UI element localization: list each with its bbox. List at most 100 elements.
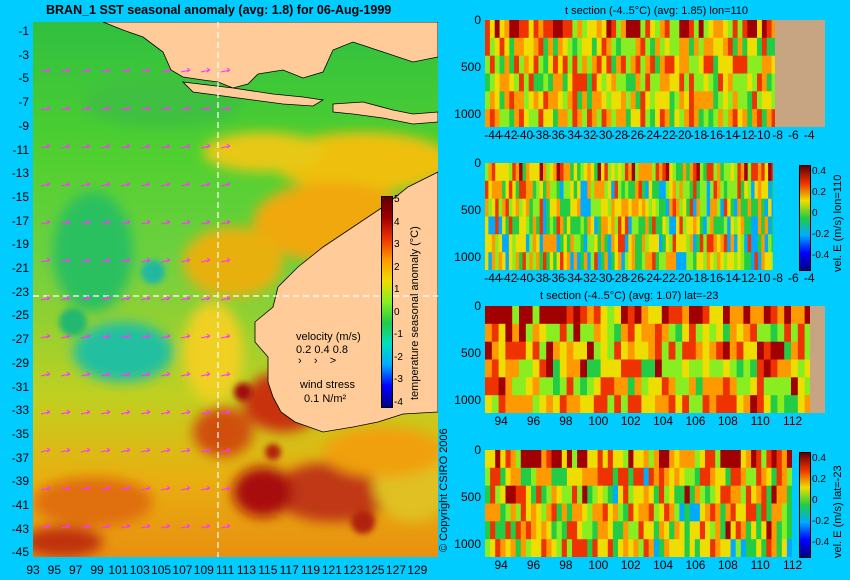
section-x-tick-label: -26 [626, 271, 644, 285]
heatmap-cell [740, 521, 747, 540]
heatmap-cell [607, 306, 615, 325]
section-x-tick-label: -10 [753, 271, 771, 285]
heatmap-cell [546, 485, 552, 504]
vel-colorbar-label-2: vel. E (m/s) lat=-23 [832, 465, 844, 558]
velocity-arrows [40, 67, 231, 529]
heatmap-cell [532, 341, 540, 360]
heatmap-cell [541, 485, 547, 504]
heatmap-cell [679, 539, 685, 557]
heatmap-cell [708, 20, 714, 39]
heatmap-cell [488, 180, 493, 200]
heatmap-cell [682, 306, 690, 325]
heatmap-cell [583, 198, 588, 217]
heatmap-cell [648, 252, 653, 270]
heatmap-cell [750, 341, 758, 360]
heatmap-cell [557, 91, 564, 110]
heatmap-cell [710, 216, 714, 235]
heatmap-cell [648, 163, 653, 182]
lon-tick-label: 95 [47, 563, 62, 577]
heatmap-cell [602, 485, 609, 504]
heatmap-cell [705, 503, 711, 522]
heatmap-cell [607, 163, 612, 182]
heatmap-cell [551, 450, 558, 469]
heatmap-cell [563, 198, 568, 217]
lon-tick-label: 99 [90, 563, 104, 577]
heatmap-cell [791, 359, 799, 378]
wind-arrow [40, 105, 51, 111]
heatmap-cell [512, 234, 517, 253]
wind-arrow [120, 181, 131, 187]
heatmap-cell [703, 37, 709, 57]
heatmap-cell [611, 37, 617, 57]
heatmap-cell [631, 216, 636, 235]
heatmap-cell [635, 234, 639, 253]
heatmap-cell [718, 37, 724, 57]
heatmap-cell [551, 503, 558, 522]
heatmap-cell [713, 109, 719, 127]
heatmap-cell [664, 503, 670, 522]
lon-tick-label: 101 [108, 563, 129, 577]
heatmap-cell [679, 234, 684, 253]
heatmap-cell [559, 341, 568, 360]
wind-arrow [180, 295, 191, 301]
heatmap-cell [621, 341, 629, 360]
heatmap-cell [771, 109, 777, 127]
heatmap-cell [645, 252, 650, 270]
heatmap-cell [705, 539, 711, 557]
heatmap-cell [583, 180, 588, 200]
heatmap-cell [520, 450, 527, 469]
heatmap-cell [679, 37, 685, 57]
heatmap-cell [583, 234, 588, 253]
heatmap-cell [693, 234, 697, 253]
section-x-tick-label: -42 [500, 271, 518, 285]
heatmap-cell [645, 55, 651, 74]
heatmap-cell [553, 377, 561, 396]
heatmap-cell [713, 91, 719, 110]
heatmap-cell [600, 306, 608, 325]
heatmap-cell [674, 539, 680, 557]
sst-colorbar-label: temperature seasonal anomaly (°C) [409, 226, 421, 400]
heatmap-cell [720, 450, 726, 469]
heatmap-cell [757, 163, 762, 182]
heatmap-cell [757, 109, 763, 127]
heatmap-cell [638, 467, 645, 487]
heatmap-cell [645, 109, 651, 127]
heatmap-cell [600, 377, 608, 396]
heatmap-cell [723, 234, 728, 253]
heatmap-cell [751, 198, 755, 217]
heatmap-cell [684, 467, 691, 487]
vel-colorbar-tick: -0.4 [812, 537, 830, 548]
heatmap-cell [607, 234, 612, 253]
heatmap-cell [628, 467, 634, 487]
heatmap-cell [734, 234, 738, 253]
heatmap-cell [541, 467, 547, 487]
heatmap-cell [693, 55, 700, 74]
heatmap-cell [562, 37, 569, 57]
heatmap-cell [720, 234, 725, 253]
heatmap-cell [648, 234, 653, 253]
wind-stress-title: wind stress [300, 379, 356, 391]
heatmap-cell [498, 163, 503, 182]
heatmap-cell [786, 521, 792, 540]
heatmap-cell [591, 91, 598, 110]
heatmap-cell [485, 216, 489, 235]
heatmap-cell [641, 252, 646, 270]
heatmap-cell [751, 216, 755, 235]
heatmap-cell [553, 341, 561, 360]
heatmap-cell [684, 521, 691, 540]
heatmap-cell [531, 485, 537, 504]
heatmap-cell [562, 91, 569, 110]
heatmap-cell [485, 306, 493, 325]
heatmap-cell [525, 306, 534, 325]
heatmap-cell [531, 467, 537, 487]
heatmap-cell [573, 306, 581, 325]
lon-tick-label: 107 [172, 563, 193, 577]
heatmap-cell [763, 395, 772, 413]
wind-arrow [140, 485, 151, 491]
heatmap-cell [679, 109, 685, 127]
heatmap-cell [784, 341, 792, 360]
heatmap-cell [570, 180, 575, 200]
heatmap-cell [737, 55, 743, 74]
heatmap-cell [689, 109, 695, 127]
wind-arrow [80, 371, 91, 377]
